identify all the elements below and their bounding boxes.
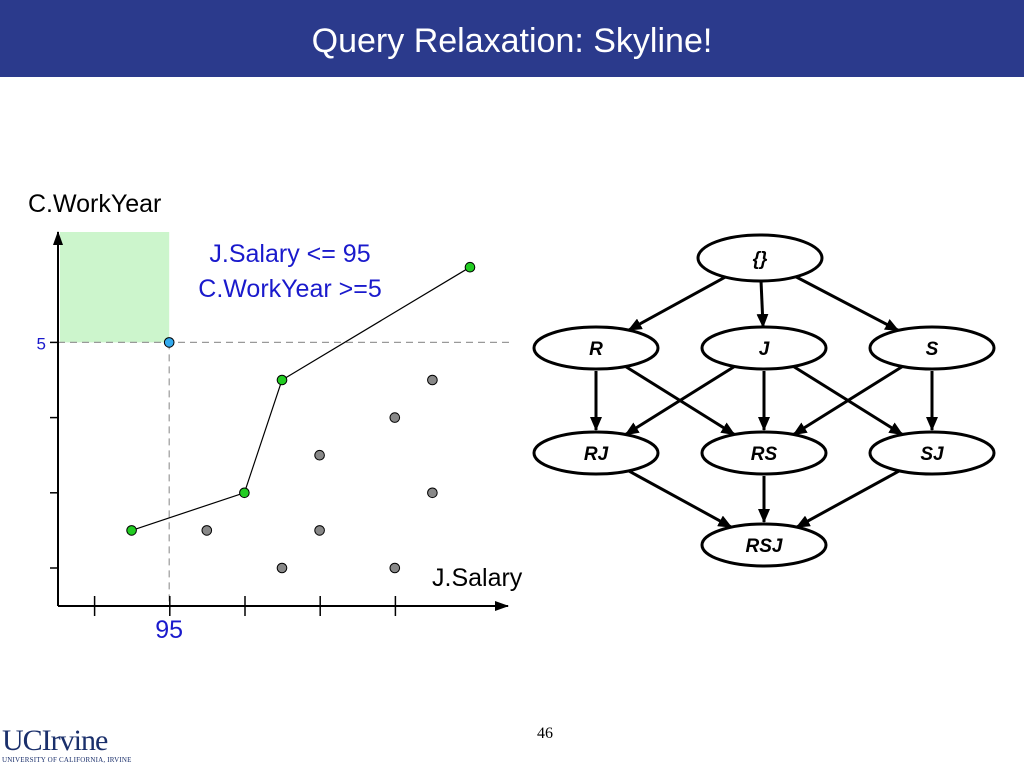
logo-wordmark: UCIrvine	[2, 724, 108, 757]
page-number: 46	[537, 725, 553, 742]
lattice-edge-RJ-RSJ	[627, 469, 733, 529]
lattice-node-rj: RJ	[532, 430, 660, 476]
skyline-chart: C.WorkYear J.Salary 5 95 J.Salary <= 95 …	[28, 190, 523, 644]
skyline-line	[131, 266, 471, 531]
skyline-point	[126, 525, 137, 536]
threshold-x-label: 95	[155, 616, 183, 644]
logo-subtitle: UNIVERSITY OF CALIFORNIA, IRVINE	[2, 756, 132, 764]
skyline-point	[239, 487, 250, 499]
query-condition-salary: J.Salary <= 95	[209, 240, 370, 268]
other-point	[314, 525, 325, 536]
query-region	[60, 232, 170, 343]
axis-ticks	[50, 341, 397, 616]
skyline-point	[464, 261, 476, 273]
lattice-node-label: RJ	[584, 444, 609, 465]
query-point-point	[163, 337, 175, 348]
threshold-y-label: 5	[37, 334, 46, 353]
uci-logo: UCIrvine UNIVERSITY OF CALIFORNIA, IRVIN…	[0, 725, 140, 765]
lattice-edge-J-RJ	[624, 365, 736, 436]
lattice-node-label: SJ	[920, 444, 944, 465]
lattice-node-s: S	[868, 325, 996, 371]
slide-title: Query Relaxation: Skyline!	[311, 22, 713, 60]
other-point	[276, 562, 288, 574]
lattice-node-j: J	[700, 325, 828, 371]
lattice-node-label: {}	[753, 249, 768, 270]
other-point	[389, 562, 401, 574]
title-bar	[0, 0, 1024, 77]
other-point	[427, 487, 438, 499]
lattice-edge-empty-S	[795, 275, 900, 332]
lattice-node-rsj: RSJ	[700, 522, 828, 568]
lattice-edge-empty-R	[627, 275, 726, 332]
lattice-node-label: RS	[751, 444, 778, 465]
lattice-node-label: S	[926, 339, 939, 360]
lattice-edges	[590, 275, 938, 529]
threshold-lines	[58, 341, 512, 606]
skyline-point	[276, 374, 288, 386]
lattice-node-label: J	[759, 339, 770, 360]
lattice-node-label: RSJ	[746, 536, 783, 557]
query-condition-workyear: C.WorkYear >=5	[198, 275, 381, 303]
lattice-node-sj: SJ	[868, 430, 996, 476]
lattice-node-label: R	[589, 339, 603, 360]
lattice-node-r: R	[532, 325, 660, 371]
lattice-node-rs: RS	[700, 430, 828, 476]
data-points	[126, 261, 476, 574]
lattice-node-empty: {}	[696, 233, 824, 283]
other-point	[427, 374, 438, 386]
lattice-edge-SJ-RSJ	[795, 469, 901, 529]
x-axis-label: J.Salary	[432, 564, 523, 592]
other-point	[201, 525, 213, 536]
other-point	[389, 412, 401, 423]
lattice-edge-S-RS	[792, 365, 904, 436]
lattice-edge-empty-J	[756, 280, 769, 329]
y-axis-label: C.WorkYear	[28, 190, 161, 218]
other-point	[314, 449, 325, 461]
